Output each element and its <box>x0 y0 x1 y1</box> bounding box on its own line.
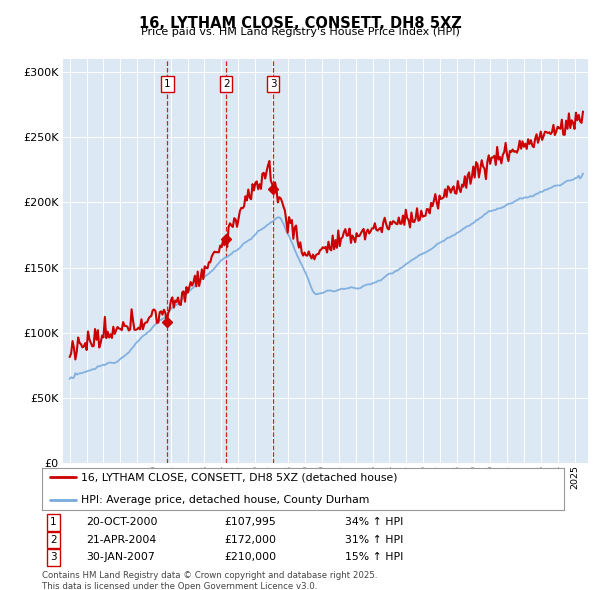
Text: 16, LYTHAM CLOSE, CONSETT, DH8 5XZ (detached house): 16, LYTHAM CLOSE, CONSETT, DH8 5XZ (deta… <box>81 472 398 482</box>
Text: 1: 1 <box>164 79 170 88</box>
Text: 20-OCT-2000: 20-OCT-2000 <box>86 517 158 527</box>
Text: Contains HM Land Registry data © Crown copyright and database right 2025.
This d: Contains HM Land Registry data © Crown c… <box>42 571 377 590</box>
Text: 21-APR-2004: 21-APR-2004 <box>86 535 157 545</box>
Text: £210,000: £210,000 <box>224 552 277 562</box>
Text: £107,995: £107,995 <box>224 517 277 527</box>
Text: HPI: Average price, detached house, County Durham: HPI: Average price, detached house, Coun… <box>81 495 370 504</box>
Text: 31% ↑ HPI: 31% ↑ HPI <box>345 535 403 545</box>
Text: 3: 3 <box>269 79 277 88</box>
Text: £172,000: £172,000 <box>224 535 277 545</box>
Text: 2: 2 <box>50 535 57 545</box>
Text: Price paid vs. HM Land Registry's House Price Index (HPI): Price paid vs. HM Land Registry's House … <box>140 27 460 37</box>
Text: 3: 3 <box>50 552 57 562</box>
Text: 1: 1 <box>50 517 57 527</box>
Text: 16, LYTHAM CLOSE, CONSETT, DH8 5XZ: 16, LYTHAM CLOSE, CONSETT, DH8 5XZ <box>139 16 461 31</box>
Text: 34% ↑ HPI: 34% ↑ HPI <box>345 517 403 527</box>
Text: 2: 2 <box>223 79 230 88</box>
Text: 15% ↑ HPI: 15% ↑ HPI <box>345 552 403 562</box>
Text: 30-JAN-2007: 30-JAN-2007 <box>86 552 155 562</box>
